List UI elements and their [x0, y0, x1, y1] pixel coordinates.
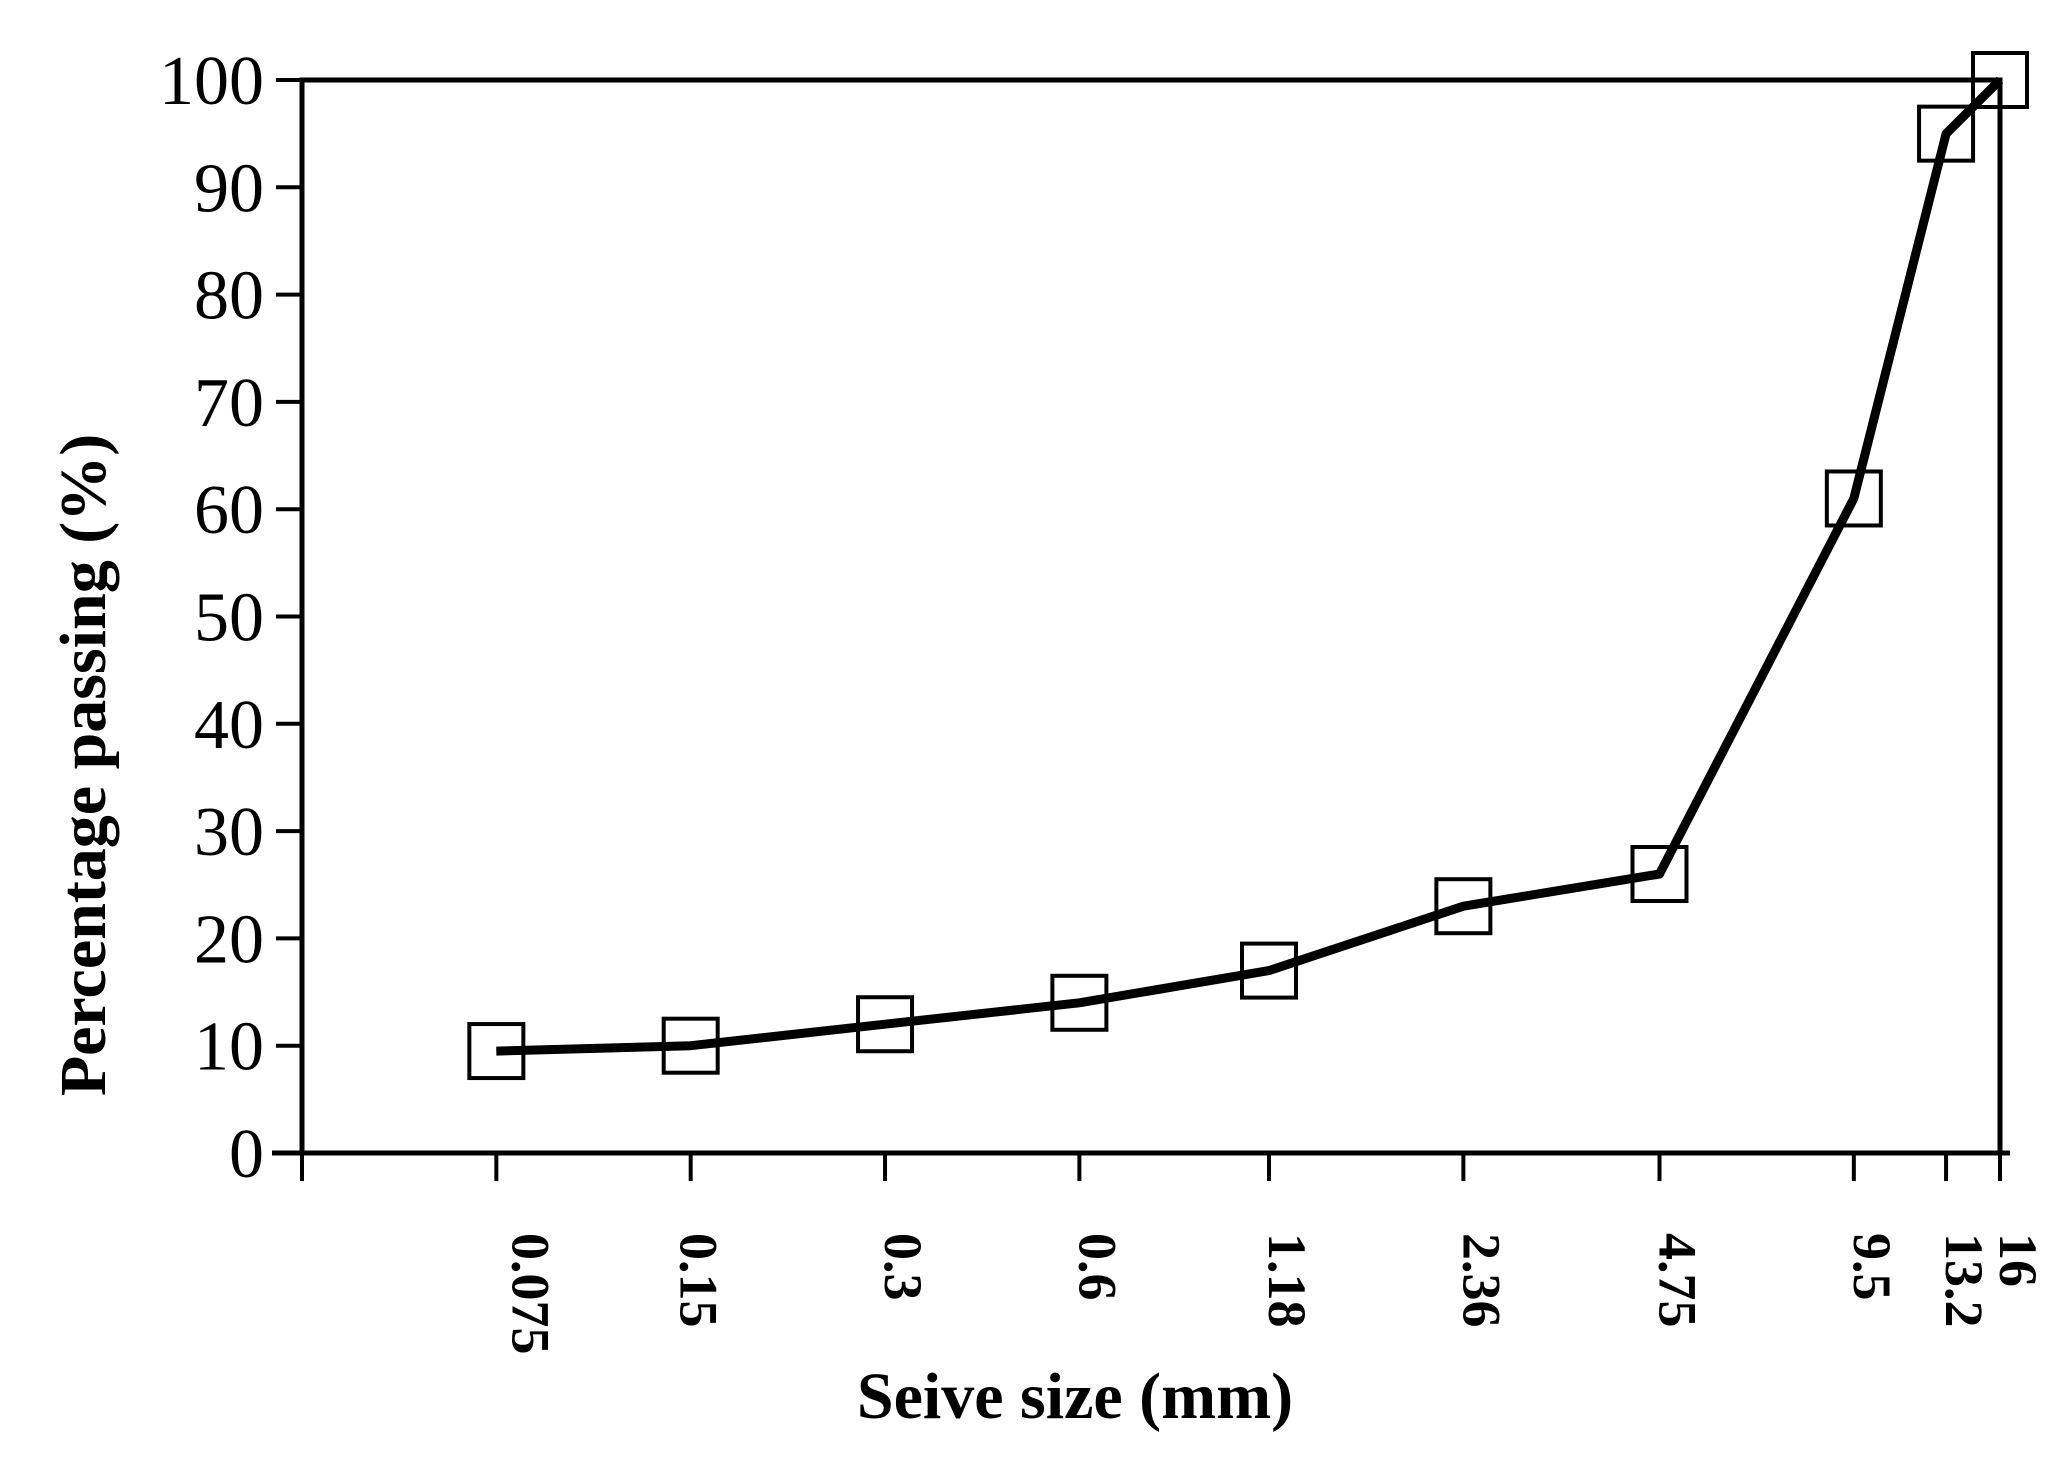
- x-tick-label: 4.75: [1647, 1233, 1707, 1328]
- data-point-marker-4.75: [1630, 845, 1689, 904]
- y-tick-label: 20: [194, 901, 264, 978]
- y-tick-label: 80: [194, 258, 264, 335]
- data-point-marker-16: [1971, 51, 2029, 109]
- x-tick-label: 0.6: [1067, 1233, 1127, 1301]
- x-tick-label: 0.15: [669, 1233, 729, 1328]
- y-tick-label: 50: [194, 580, 264, 657]
- x-tick-label: 9.5: [1842, 1233, 1902, 1301]
- y-tick-label: 100: [159, 43, 264, 120]
- y-tick-label: 70: [194, 365, 264, 442]
- data-point-marker-9.5: [1824, 469, 1883, 528]
- data-point-marker-0.075: [467, 1022, 526, 1081]
- y-tick-label: 90: [194, 150, 264, 227]
- y-tick-label: 0: [229, 1116, 264, 1193]
- y-tick-label: 60: [194, 472, 264, 549]
- data-point-marker-1.18: [1240, 941, 1299, 1000]
- data-point-marker-2.36: [1434, 877, 1493, 936]
- data-point-marker-0.6: [1050, 973, 1109, 1032]
- x-axis-title: Seive size (mm): [857, 1360, 1293, 1433]
- y-tick-label: 30: [194, 794, 264, 871]
- data-point-marker-13.2: [1917, 104, 1976, 163]
- y-tick-label: 40: [194, 687, 264, 764]
- y-axis-title: Percentage passing (%): [47, 434, 120, 1096]
- y-tick-label: 10: [194, 1009, 264, 1086]
- x-tick-label: 13.2: [1934, 1233, 1994, 1328]
- series-line: [496, 76, 2004, 1056]
- x-tick-label: 16: [1988, 1233, 2047, 1287]
- data-point-marker-0.15: [661, 1016, 720, 1075]
- x-tick-label: 1.18: [1257, 1233, 1317, 1328]
- data-point-marker-0.3: [856, 995, 915, 1054]
- x-tick-label: 0.3: [873, 1233, 933, 1301]
- x-tick-label: 0.075: [500, 1233, 560, 1355]
- x-tick-label: 2.36: [1451, 1233, 1511, 1328]
